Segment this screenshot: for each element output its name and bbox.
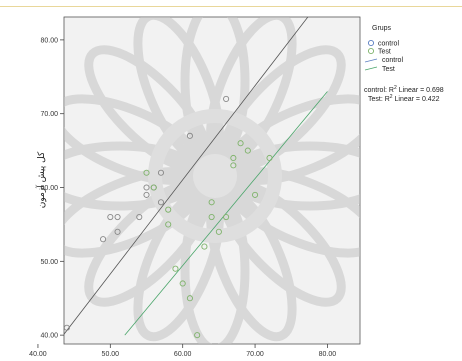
legend-test-label: Test	[378, 49, 391, 56]
point-test	[244, 147, 251, 154]
point-test	[223, 213, 230, 221]
y-tick-label: 60.00	[40, 185, 58, 192]
ornament-center	[193, 154, 237, 198]
legend-control-label: control	[378, 41, 399, 48]
legend-control-line	[364, 58, 378, 63]
legend-test-marker	[367, 47, 375, 55]
legend-control-line-label: control	[382, 57, 403, 64]
x-tick-label: 50.00	[102, 351, 120, 358]
point-test	[165, 221, 172, 228]
point-test	[194, 332, 201, 339]
r2-control-annotation: control: R2 Linear = 0.698	[364, 85, 444, 94]
y-tick-label: 50.00	[40, 259, 58, 266]
legend-control-marker	[367, 39, 375, 47]
legend-test-line	[364, 66, 378, 71]
point-control	[157, 199, 165, 206]
legend: Grups control Test control Test control:…	[364, 25, 444, 103]
point-test	[266, 154, 273, 162]
y-tick-label: 40.00	[40, 333, 58, 340]
point-test	[208, 199, 215, 206]
x-axis: 40.00 50.00 60.00 70.00 80.00	[29, 344, 336, 358]
top-rule	[0, 6, 462, 7]
point-test	[201, 243, 208, 250]
x-tick-label: 70.00	[246, 351, 264, 358]
data-points	[63, 95, 273, 339]
point-test	[179, 280, 186, 287]
point-control	[100, 236, 107, 243]
x-tick-label: 80.00	[319, 351, 337, 358]
x-tick-label: 40.00	[29, 351, 47, 358]
point-test	[165, 206, 172, 213]
point-control	[114, 228, 121, 235]
y-axis-label: کل پیش آزمون	[35, 151, 47, 208]
point-test	[150, 184, 157, 191]
legend-title: Grups	[372, 25, 392, 32]
point-test	[208, 213, 215, 221]
fit-line-control	[64, 17, 309, 335]
point-control	[143, 184, 150, 191]
y-axis: 40.00 50.00 60.00 70.00 80.00	[40, 37, 64, 340]
fit-line-test	[124, 91, 328, 336]
ornament-watermark	[64, 17, 360, 344]
point-test	[237, 140, 244, 147]
point-control	[107, 213, 114, 221]
ornament-ring	[148, 109, 282, 243]
point-test	[186, 295, 193, 302]
point-test	[230, 154, 237, 162]
r2-test-annotation: Test: R2 Linear = 0.422	[368, 94, 440, 103]
point-control	[223, 95, 230, 102]
point-control	[114, 213, 121, 221]
y-tick-label: 80.00	[40, 37, 58, 44]
fit-lines	[64, 17, 328, 336]
y-tick-label: 70.00	[40, 111, 58, 118]
point-control	[143, 191, 150, 198]
point-control	[136, 213, 143, 221]
point-control	[63, 324, 70, 331]
point-test	[215, 228, 222, 235]
x-tick-label: 60.00	[174, 351, 192, 358]
point-test	[172, 265, 179, 272]
legend-test-line-label: Test	[382, 66, 395, 73]
point-control	[157, 169, 165, 176]
point-control	[186, 132, 193, 139]
point-test	[230, 162, 237, 169]
point-test	[252, 191, 259, 198]
point-test	[143, 169, 150, 176]
